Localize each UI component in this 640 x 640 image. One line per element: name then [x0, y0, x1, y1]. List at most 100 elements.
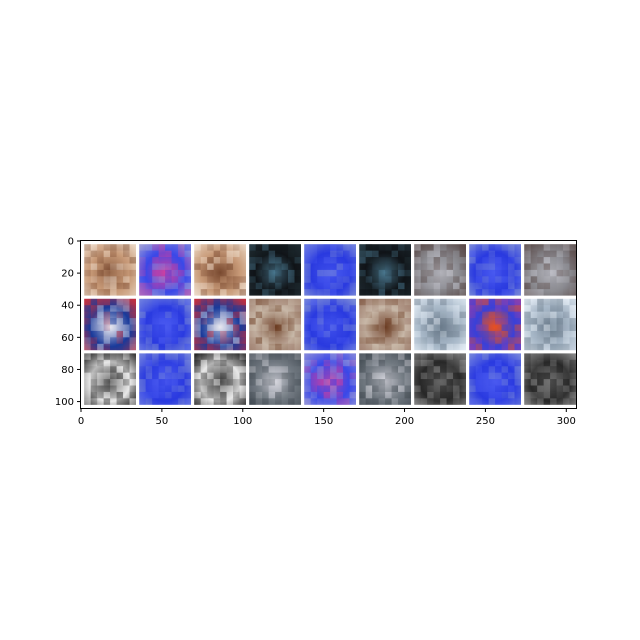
- tile-pixel: [304, 391, 311, 399]
- tile-pixel: [440, 324, 447, 331]
- tile-pixel: [475, 305, 483, 312]
- tile-pixel: [103, 318, 111, 325]
- tile-pixel: [84, 324, 91, 331]
- tile-pixel: [543, 330, 551, 338]
- tile-pixel: [414, 379, 421, 386]
- tile-pixel: [446, 305, 454, 312]
- tile-pixel: [459, 385, 466, 392]
- tile-pixel: [501, 330, 509, 338]
- tile-pixel: [213, 398, 221, 405]
- tile-pixel: [514, 379, 521, 386]
- tile-pixel: [530, 366, 538, 373]
- tile-pixel: [569, 379, 576, 386]
- image-tile: [524, 244, 576, 296]
- tile-pixel: [200, 305, 208, 312]
- tile-pixel: [239, 263, 246, 270]
- tile-pixel: [194, 311, 201, 319]
- tile-pixel: [90, 276, 98, 283]
- tile-pixel: [165, 366, 172, 373]
- tile-pixel: [488, 337, 496, 344]
- tile-pixel: [275, 337, 282, 344]
- tile-pixel: [84, 318, 91, 325]
- tile-pixel: [446, 311, 454, 319]
- tile-pixel: [129, 311, 136, 319]
- tile-pixel: [459, 305, 466, 312]
- tile-pixel: [488, 305, 496, 312]
- tile-pixel: [249, 298, 256, 306]
- tile-pixel: [398, 385, 405, 392]
- tile-pixel: [317, 330, 324, 338]
- tile-pixel: [226, 257, 234, 264]
- tile-pixel: [365, 276, 373, 283]
- tile-pixel: [84, 257, 91, 264]
- tile-pixel: [563, 372, 570, 380]
- tile-pixel: [446, 379, 454, 386]
- tile-pixel: [281, 353, 289, 360]
- tile-pixel: [152, 276, 159, 283]
- tile-pixel: [213, 379, 221, 386]
- tile-pixel: [281, 324, 289, 331]
- tile-pixel: [323, 282, 331, 290]
- tile-pixel: [194, 324, 201, 331]
- tile-pixel: [158, 282, 166, 290]
- tile-pixel: [482, 353, 489, 360]
- tile-pixel: [207, 398, 214, 405]
- tile-pixel: [139, 391, 146, 399]
- tile-pixel: [414, 257, 421, 264]
- tile-pixel: [97, 324, 104, 331]
- tile-pixel: [123, 276, 130, 283]
- tile-pixel: [84, 263, 91, 270]
- tile-pixel: [139, 343, 146, 351]
- tile-pixel: [255, 337, 263, 344]
- tile-pixel: [213, 269, 221, 277]
- tile-pixel: [194, 318, 201, 325]
- tile-pixel: [281, 372, 289, 380]
- tile-pixel: [398, 391, 405, 399]
- tile-pixel: [414, 289, 421, 296]
- tile-pixel: [281, 282, 289, 290]
- tile-pixel: [365, 337, 373, 344]
- tile-pixel: [207, 318, 214, 325]
- tile-pixel: [184, 276, 191, 283]
- tile-pixel: [378, 366, 386, 373]
- tile-pixel: [372, 244, 379, 251]
- tile-pixel: [524, 372, 531, 380]
- tile-pixel: [281, 257, 289, 264]
- tile-pixel: [343, 250, 350, 258]
- tile-pixel: [514, 337, 521, 344]
- tile-pixel: [385, 330, 392, 338]
- tile-pixel: [158, 330, 166, 338]
- tile-pixel: [336, 244, 344, 251]
- tile-pixel: [414, 298, 421, 306]
- tile-pixel: [469, 276, 476, 283]
- tile-pixel: [501, 318, 509, 325]
- tile-pixel: [556, 257, 564, 264]
- tile-pixel: [459, 289, 466, 296]
- tile-pixel: [404, 250, 411, 258]
- tile-pixel: [427, 289, 434, 296]
- tile-pixel: [123, 263, 130, 270]
- tile-pixel: [139, 276, 146, 283]
- tile-pixel: [508, 398, 515, 405]
- tile-pixel: [310, 359, 318, 367]
- tile-pixel: [213, 372, 221, 380]
- tile-pixel: [239, 276, 246, 283]
- tile-pixel: [488, 391, 496, 399]
- tile-pixel: [330, 324, 337, 331]
- tile-pixel: [453, 366, 460, 373]
- tile-pixel: [550, 298, 557, 306]
- tile-pixel: [550, 305, 557, 312]
- tile-pixel: [213, 289, 221, 296]
- tile-image: [304, 353, 356, 405]
- tile-pixel: [184, 298, 191, 306]
- tile-pixel: [343, 298, 350, 306]
- tile-pixel: [556, 379, 564, 386]
- tile-pixel: [110, 269, 117, 277]
- tile-pixel: [207, 269, 214, 277]
- tile-pixel: [268, 330, 276, 338]
- tile-pixel: [139, 398, 146, 405]
- x-tick-label: 250: [476, 416, 495, 427]
- tile-pixel: [378, 398, 386, 405]
- tile-pixel: [530, 305, 538, 312]
- tile-pixel: [220, 276, 227, 283]
